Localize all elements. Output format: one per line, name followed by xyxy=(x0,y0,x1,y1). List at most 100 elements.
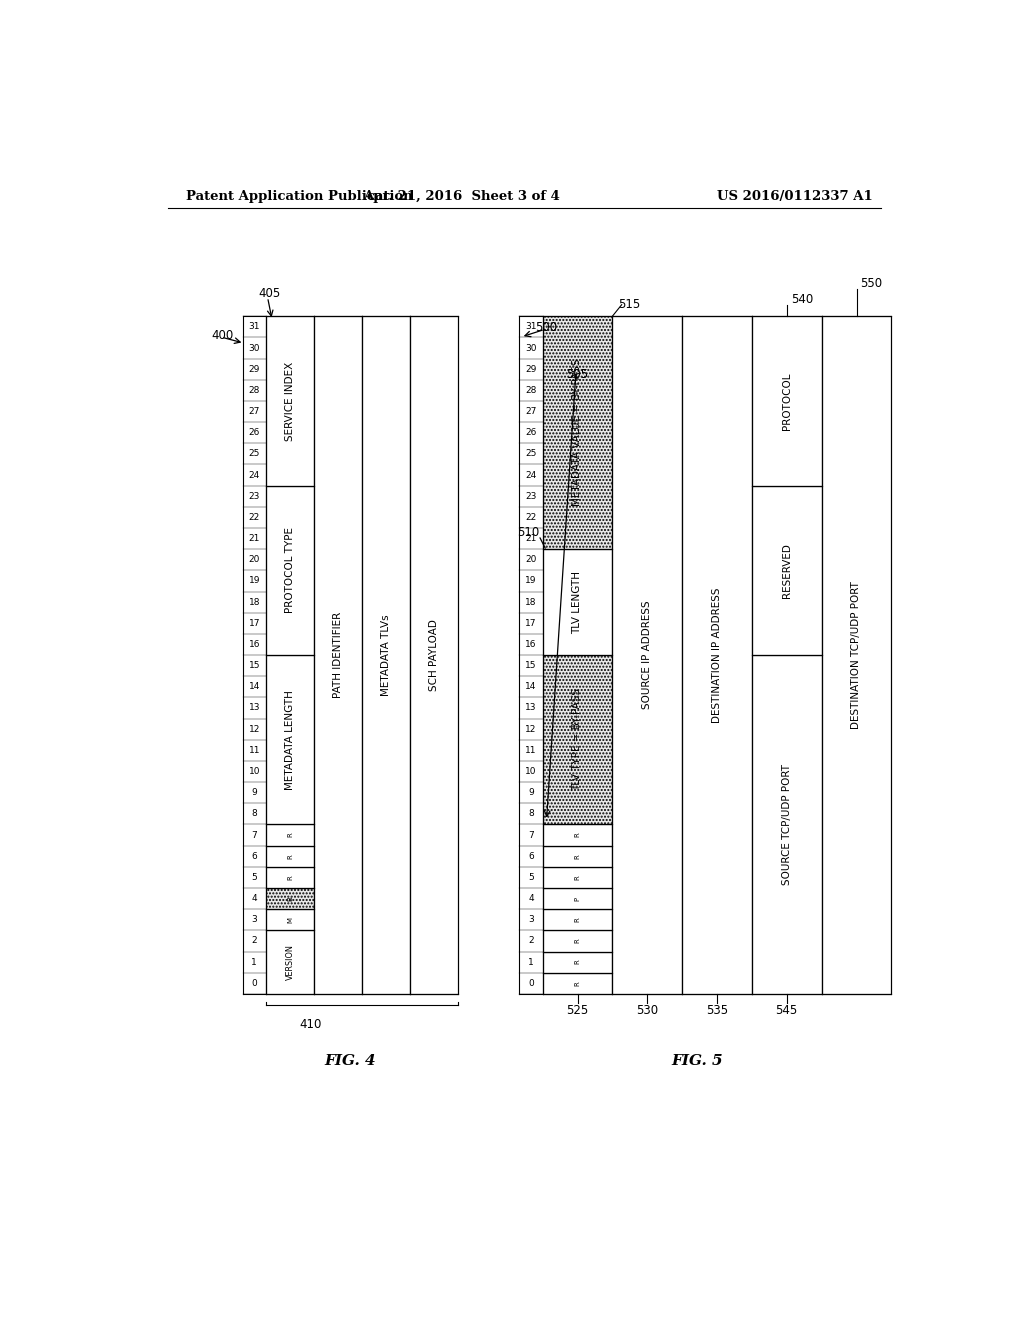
Bar xyxy=(362,317,410,994)
Text: FIG. 5: FIG. 5 xyxy=(672,1053,723,1068)
Bar xyxy=(543,317,612,549)
Bar xyxy=(266,867,314,888)
Text: VERSION: VERSION xyxy=(286,944,295,979)
Text: RESERVED: RESERVED xyxy=(781,543,792,598)
Text: 30: 30 xyxy=(249,343,260,352)
Text: 0: 0 xyxy=(252,978,257,987)
Text: 6: 6 xyxy=(252,851,257,861)
Text: 4: 4 xyxy=(528,894,534,903)
Text: R: R xyxy=(574,875,581,879)
Text: 27: 27 xyxy=(525,407,537,416)
Text: 510: 510 xyxy=(517,525,540,539)
Text: 23: 23 xyxy=(525,492,537,500)
Text: 14: 14 xyxy=(525,682,537,692)
Text: SOURCE TCP/UDP PORT: SOURCE TCP/UDP PORT xyxy=(781,764,792,884)
Text: 410: 410 xyxy=(299,1018,322,1031)
Text: METADATA TLVs: METADATA TLVs xyxy=(381,614,391,696)
Text: 30: 30 xyxy=(525,343,537,352)
Text: 8: 8 xyxy=(528,809,534,818)
Text: 13: 13 xyxy=(525,704,537,713)
Text: 545: 545 xyxy=(775,1005,798,1018)
Text: 8: 8 xyxy=(252,809,257,818)
Text: US 2016/0112337 A1: US 2016/0112337 A1 xyxy=(717,190,872,203)
Bar xyxy=(752,317,821,486)
Bar xyxy=(543,825,612,846)
Text: 17: 17 xyxy=(525,619,537,628)
Bar xyxy=(752,486,821,655)
Text: R: R xyxy=(574,939,581,944)
Bar xyxy=(612,317,682,994)
Text: 14: 14 xyxy=(249,682,260,692)
Bar xyxy=(543,888,612,909)
Text: 3: 3 xyxy=(528,915,534,924)
Text: 16: 16 xyxy=(525,640,537,649)
Text: 28: 28 xyxy=(525,385,537,395)
Text: R: R xyxy=(574,960,581,965)
Bar xyxy=(543,867,612,888)
Text: 11: 11 xyxy=(525,746,537,755)
Text: Apr. 21, 2016  Sheet 3 of 4: Apr. 21, 2016 Sheet 3 of 4 xyxy=(362,190,560,203)
Text: Patent Application Publication: Patent Application Publication xyxy=(186,190,413,203)
Text: 11: 11 xyxy=(249,746,260,755)
Bar xyxy=(266,655,314,825)
Text: 18: 18 xyxy=(249,598,260,607)
Text: 540: 540 xyxy=(791,293,813,306)
Bar xyxy=(266,825,314,846)
Text: 23: 23 xyxy=(249,492,260,500)
Text: TLV LENGTH: TLV LENGTH xyxy=(572,570,583,634)
Text: 27: 27 xyxy=(249,407,260,416)
Text: 2: 2 xyxy=(528,936,534,945)
Text: 3: 3 xyxy=(252,915,257,924)
Text: 19: 19 xyxy=(249,577,260,586)
Text: 15: 15 xyxy=(525,661,537,671)
Text: R: R xyxy=(574,917,581,923)
Text: SOURCE IP ADDRESS: SOURCE IP ADDRESS xyxy=(642,601,652,709)
Bar xyxy=(266,931,314,994)
Text: 25: 25 xyxy=(249,449,260,458)
Text: 22: 22 xyxy=(249,513,260,521)
Text: 500: 500 xyxy=(535,321,557,334)
Text: R: R xyxy=(574,981,581,986)
Text: R: R xyxy=(287,875,293,879)
Text: 21: 21 xyxy=(525,535,537,543)
Text: 15: 15 xyxy=(249,661,260,671)
Text: 0: 0 xyxy=(528,978,534,987)
Text: 2: 2 xyxy=(252,936,257,945)
Text: 405: 405 xyxy=(258,286,281,300)
Text: 25: 25 xyxy=(525,449,537,458)
Text: 31: 31 xyxy=(525,322,537,331)
Text: 20: 20 xyxy=(525,556,537,564)
Bar xyxy=(410,317,458,994)
Bar xyxy=(314,317,362,994)
Bar xyxy=(752,655,821,994)
Text: 7: 7 xyxy=(528,830,534,840)
Text: 29: 29 xyxy=(525,364,537,374)
Bar xyxy=(821,317,891,994)
Text: 24: 24 xyxy=(249,470,260,479)
Text: 28: 28 xyxy=(249,385,260,395)
Text: DESTINATION TCP/UDP PORT: DESTINATION TCP/UDP PORT xyxy=(852,581,861,729)
Bar xyxy=(266,317,314,486)
Text: METADATA VALUE = BY-PASS: METADATA VALUE = BY-PASS xyxy=(572,359,583,507)
Text: 4: 4 xyxy=(252,894,257,903)
Text: DESTINATION IP ADDRESS: DESTINATION IP ADDRESS xyxy=(712,587,722,723)
Bar xyxy=(266,486,314,655)
Text: 19: 19 xyxy=(525,577,537,586)
Text: 26: 26 xyxy=(525,428,537,437)
Text: 26: 26 xyxy=(249,428,260,437)
Bar xyxy=(682,317,752,994)
Text: 20: 20 xyxy=(249,556,260,564)
Text: 21: 21 xyxy=(249,535,260,543)
Text: 5: 5 xyxy=(252,873,257,882)
Text: 12: 12 xyxy=(525,725,537,734)
Text: PATH IDENTIFIER: PATH IDENTIFIER xyxy=(333,612,343,698)
Bar xyxy=(543,549,612,655)
Text: P: P xyxy=(574,896,581,900)
Text: 505: 505 xyxy=(566,367,588,380)
Text: 18: 18 xyxy=(525,598,537,607)
Text: R: R xyxy=(287,854,293,858)
Text: 10: 10 xyxy=(525,767,537,776)
Text: 9: 9 xyxy=(252,788,257,797)
Text: 400: 400 xyxy=(212,329,233,342)
Bar xyxy=(543,655,612,825)
